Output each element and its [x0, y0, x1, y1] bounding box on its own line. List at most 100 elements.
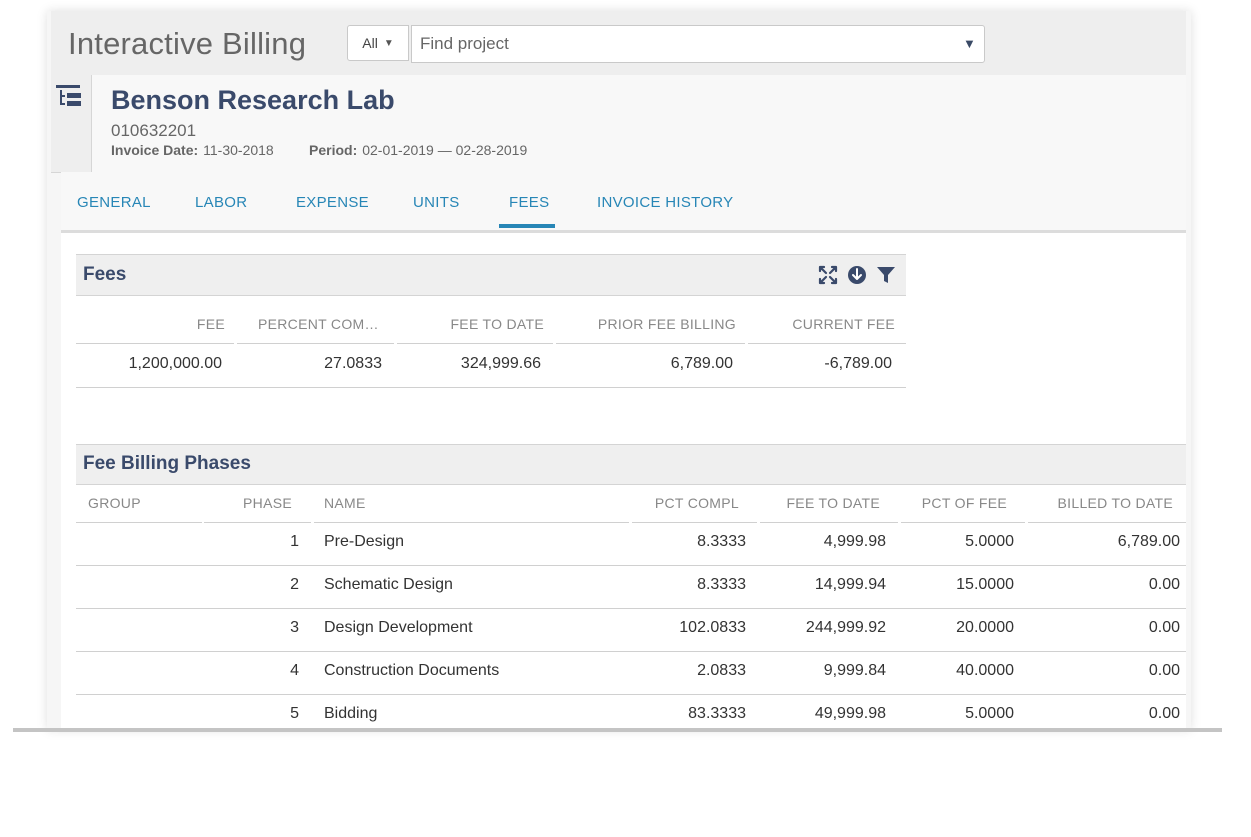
search-scope-label: All: [362, 35, 378, 51]
billed-to-date-cell: 0.00: [1148, 705, 1180, 722]
fee-to-date-cell: 244,999.92: [805, 619, 886, 636]
pct-compl-cell: 2.0833: [697, 662, 746, 679]
pct-compl-cell: 8.3333: [697, 533, 746, 550]
column-header[interactable]: PCT OF FEE: [921, 495, 1007, 511]
fee-to-date-cell: 14,999.94: [814, 576, 886, 593]
fee-to-date-cell: 49,999.98: [814, 705, 886, 722]
billed-to-date-cell: 6,789.00: [1117, 533, 1180, 550]
phase-cell: 4: [290, 662, 299, 679]
name-cell: Design Development: [324, 619, 473, 636]
divider: [556, 343, 745, 344]
pct-of-fee-cell: 5.0000: [965, 533, 1014, 550]
divider: [632, 522, 757, 523]
pct-compl-cell: 83.3333: [688, 705, 746, 722]
billed-to-date-cell: 0.00: [1148, 576, 1180, 593]
phases-panel-header: Fee Billing Phases: [76, 444, 1186, 485]
billed-to-date-cell: 0.00: [1148, 619, 1180, 636]
filter-icon[interactable]: [876, 265, 896, 285]
column-header[interactable]: FEE TO DATE: [450, 316, 544, 332]
divider: [901, 522, 1025, 523]
tab-expense[interactable]: EXPENSE: [296, 194, 369, 211]
caret-down-icon: ▼: [383, 37, 394, 49]
billing-period: Period: 02-01-2019 — 02-28-2019: [309, 142, 527, 158]
tab-general[interactable]: GENERAL: [77, 194, 151, 211]
divider: [237, 343, 394, 344]
fee-to-date-cell: 4,999.98: [823, 533, 886, 550]
tab-fees[interactable]: FEES: [509, 194, 550, 211]
download-icon[interactable]: [847, 265, 867, 285]
name-cell: Bidding: [324, 705, 378, 722]
window-base-shadow: [13, 728, 1222, 732]
divider: [76, 651, 1186, 652]
fees-panel-title: Fees: [83, 264, 127, 285]
current-fee-cell: -6,789.00: [824, 355, 892, 372]
divider: [76, 522, 202, 523]
column-header[interactable]: PERCENT COM…: [258, 316, 379, 332]
pct-compl-cell: 102.0833: [679, 619, 746, 636]
app-title: Interactive Billing: [68, 26, 307, 61]
project-search-input[interactable]: [411, 25, 985, 63]
prior-fee-billing-cell: 6,789.00: [670, 355, 733, 372]
fees-panel-header: Fees: [76, 254, 906, 296]
tab-bar: GENERAL LABOR EXPENSE UNITS FEES INVOICE…: [61, 172, 1186, 233]
tab-labor[interactable]: LABOR: [195, 194, 248, 211]
phases-panel-title: Fee Billing Phases: [83, 453, 251, 474]
billed-to-date-cell: 0.00: [1148, 662, 1180, 679]
tab-invoice-history[interactable]: INVOICE HISTORY: [597, 194, 734, 211]
column-header[interactable]: GROUP: [88, 495, 141, 511]
chevron-down-icon[interactable]: ▼: [963, 36, 976, 51]
search-scope-dropdown[interactable]: All ▼: [347, 25, 409, 61]
divider: [204, 522, 311, 523]
fee-cell: 1,200,000.00: [128, 355, 222, 372]
period-value: 02-01-2019 — 02-28-2019: [362, 142, 528, 158]
phase-cell: 1: [290, 533, 299, 550]
divider: [314, 522, 629, 523]
divider: [397, 343, 553, 344]
tab-units[interactable]: UNITS: [413, 194, 460, 211]
divider: [748, 343, 906, 344]
column-header[interactable]: PRIOR FEE BILLING: [597, 316, 736, 332]
column-header[interactable]: FEE: [196, 316, 225, 332]
divider: [760, 522, 898, 523]
divider: [1028, 522, 1186, 523]
invoice-date-label: Invoice Date:: [111, 142, 199, 158]
pct-compl-cell: 8.3333: [697, 576, 746, 593]
column-header[interactable]: NAME: [324, 495, 366, 511]
project-name: Benson Research Lab: [111, 85, 395, 115]
name-cell: Pre-Design: [324, 533, 405, 550]
pct-of-fee-cell: 20.0000: [956, 619, 1014, 636]
pct-of-fee-cell: 5.0000: [965, 705, 1014, 722]
project-number: 010632201: [111, 121, 197, 140]
divider: [76, 694, 1186, 695]
tree-view-icon: [56, 85, 81, 106]
column-header[interactable]: CURRENT FEE: [792, 316, 895, 332]
tree-toggle-button[interactable]: [51, 75, 92, 172]
top-bar: Interactive Billing All ▼ ▼: [51, 11, 1186, 76]
percent-complete-cell: 27.0833: [324, 355, 382, 372]
fee-to-date-cell: 9,999.84: [823, 662, 886, 679]
divider: [76, 608, 1186, 609]
column-header[interactable]: PCT COMPL: [654, 495, 739, 511]
phase-cell: 2: [290, 576, 299, 593]
divider: [76, 565, 1186, 566]
name-cell: Construction Documents: [324, 662, 500, 679]
period-label: Period:: [309, 142, 358, 158]
pct-of-fee-cell: 15.0000: [956, 576, 1014, 593]
fees-content: Fees FEE PERCENT COM… FEE TO DA: [61, 233, 1186, 730]
expand-icon[interactable]: [818, 265, 838, 285]
name-cell: Schematic Design: [324, 576, 453, 593]
phase-cell: 5: [290, 705, 299, 722]
fee-to-date-cell: 324,999.66: [460, 355, 541, 372]
pct-of-fee-cell: 40.0000: [956, 662, 1014, 679]
column-header[interactable]: FEE TO DATE: [786, 495, 880, 511]
app-window: Interactive Billing All ▼ ▼ Benson Resea…: [47, 11, 1191, 730]
column-header[interactable]: BILLED TO DATE: [1057, 495, 1173, 511]
divider: [76, 387, 906, 388]
phase-cell: 3: [290, 619, 299, 636]
invoice-date-value: 11-30-2018: [203, 142, 274, 158]
column-header[interactable]: PHASE: [243, 495, 292, 511]
active-tab-indicator: [499, 224, 555, 228]
project-header: Benson Research Lab 010632201 Invoice Da…: [51, 75, 1186, 173]
invoice-date: Invoice Date: 11-30-2018: [111, 142, 274, 158]
divider: [76, 343, 234, 344]
